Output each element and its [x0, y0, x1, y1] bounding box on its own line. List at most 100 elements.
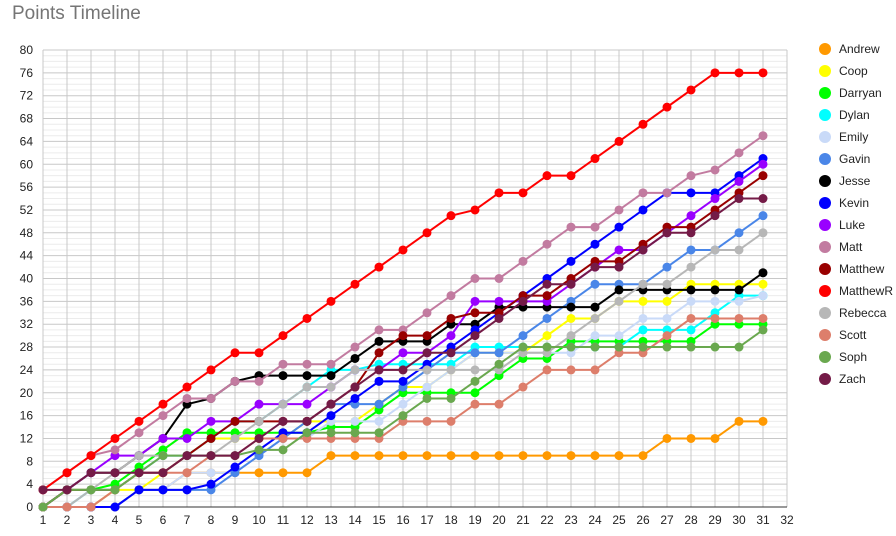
data-point — [470, 388, 480, 398]
data-point — [638, 451, 648, 461]
data-point — [566, 279, 576, 289]
legend-marker — [819, 285, 831, 297]
data-point — [542, 291, 552, 301]
x-tick-label: 11 — [277, 513, 290, 527]
data-point — [638, 325, 648, 335]
data-point — [710, 165, 720, 175]
data-point — [734, 285, 744, 295]
data-point — [710, 313, 720, 323]
legend: Andrew Coop Darryan Dylan Emily Gavin Jesse Kev… — [819, 42, 893, 386]
data-point — [422, 451, 432, 461]
data-point — [350, 279, 360, 289]
data-point — [758, 416, 768, 426]
x-tick-label: 30 — [732, 513, 746, 527]
data-point — [86, 451, 96, 461]
legend-item-matthewr: MatthewR — [819, 284, 893, 298]
data-point — [614, 285, 624, 295]
data-point — [710, 211, 720, 221]
legend-item-matthew: Matthew — [819, 262, 885, 276]
data-point — [374, 325, 384, 335]
data-point — [350, 342, 360, 352]
data-point — [710, 285, 720, 295]
legend-label: Luke — [839, 218, 865, 232]
data-point — [758, 313, 768, 323]
data-point — [758, 211, 768, 221]
data-point — [422, 365, 432, 375]
data-point — [662, 279, 672, 289]
legend-label: Scott — [839, 328, 867, 342]
legend-label: Kevin — [839, 196, 869, 210]
y-tick-label: 40 — [20, 272, 34, 286]
data-point — [566, 302, 576, 312]
data-point — [470, 376, 480, 386]
data-point — [542, 365, 552, 375]
data-point — [542, 279, 552, 289]
data-point — [686, 313, 696, 323]
data-point — [494, 451, 504, 461]
data-point — [446, 291, 456, 301]
data-point — [62, 502, 72, 512]
series-zach — [38, 194, 768, 495]
data-point — [326, 296, 336, 306]
legend-item-zach: Zach — [819, 372, 866, 386]
legend-label: Rebecca — [839, 306, 887, 320]
data-point — [326, 359, 336, 369]
legend-item-kevin: Kevin — [819, 196, 869, 210]
data-point — [686, 285, 696, 295]
data-point — [734, 194, 744, 204]
data-point — [470, 399, 480, 409]
data-point — [134, 451, 144, 461]
data-point — [446, 331, 456, 341]
series-soph — [38, 325, 768, 512]
data-point — [374, 451, 384, 461]
data-point — [734, 342, 744, 352]
data-point — [758, 171, 768, 181]
data-point — [302, 428, 312, 438]
y-tick-label: 80 — [20, 43, 34, 57]
y-tick-label: 48 — [20, 226, 34, 240]
data-point — [254, 348, 264, 358]
data-point — [254, 468, 264, 478]
data-point — [230, 462, 240, 472]
data-point — [566, 256, 576, 266]
y-tick-label: 36 — [20, 294, 34, 308]
y-tick-label: 52 — [20, 203, 34, 217]
data-point — [446, 416, 456, 426]
data-point — [734, 68, 744, 78]
data-point — [110, 502, 120, 512]
legend-item-coop: Coop — [819, 64, 868, 78]
data-point — [86, 485, 96, 495]
data-point — [686, 296, 696, 306]
data-point — [134, 485, 144, 495]
legend-marker — [819, 43, 831, 55]
data-point — [566, 313, 576, 323]
data-point — [278, 399, 288, 409]
data-point — [350, 365, 360, 375]
data-point — [278, 371, 288, 381]
data-point — [182, 433, 192, 443]
data-point — [518, 296, 528, 306]
data-point — [734, 176, 744, 186]
data-point — [710, 433, 720, 443]
legend-marker — [819, 131, 831, 143]
data-point — [518, 188, 528, 198]
data-point — [470, 205, 480, 215]
data-point — [326, 371, 336, 381]
data-point — [302, 416, 312, 426]
data-point — [158, 468, 168, 478]
data-point — [350, 382, 360, 392]
data-point — [614, 342, 624, 352]
x-tick-label: 28 — [684, 513, 698, 527]
data-point — [614, 296, 624, 306]
data-point — [758, 325, 768, 335]
y-tick-label: 76 — [20, 66, 34, 80]
y-tick-label: 8 — [26, 454, 33, 468]
data-point — [350, 393, 360, 403]
data-point — [686, 171, 696, 181]
data-point — [182, 393, 192, 403]
data-point — [182, 485, 192, 495]
data-point — [590, 342, 600, 352]
data-point — [254, 445, 264, 455]
legend-label: Soph — [839, 350, 867, 364]
